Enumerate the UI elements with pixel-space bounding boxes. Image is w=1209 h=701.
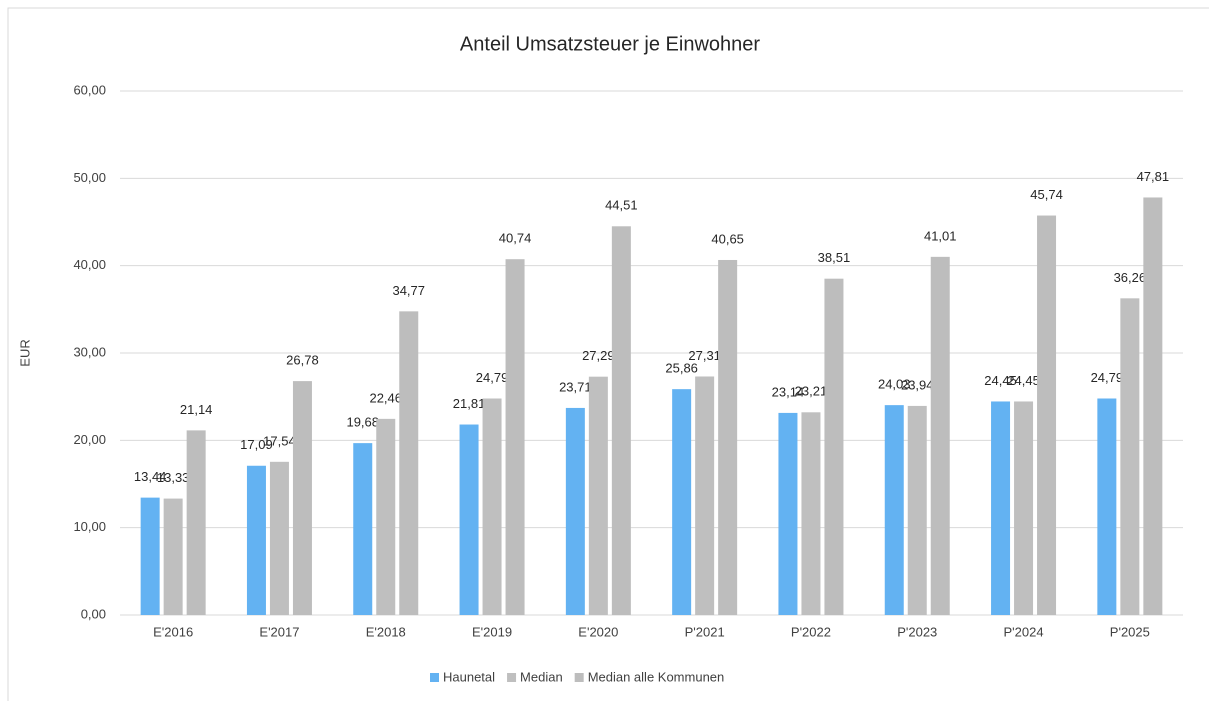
bar (824, 278, 844, 615)
value-label: 24,45 (1007, 373, 1040, 388)
value-label: 24,45 (984, 373, 1017, 388)
bar (695, 376, 715, 615)
bar (1037, 215, 1057, 615)
x-tick-label: E'2019 (472, 624, 512, 639)
value-label: 40,74 (499, 231, 532, 246)
value-label: 23,71 (559, 379, 592, 394)
value-label: 44,51 (605, 198, 638, 213)
x-tick-label: E'2016 (153, 624, 193, 639)
value-label: 21,14 (180, 402, 213, 417)
x-tick-label: P'2022 (791, 624, 831, 639)
value-label: 27,31 (688, 348, 721, 363)
value-label: 24,79 (1091, 370, 1124, 385)
value-label: 27,29 (582, 348, 615, 363)
value-label: 23,94 (901, 377, 934, 392)
y-tick-label: 10,00 (73, 519, 106, 534)
bar (186, 430, 206, 615)
value-label: 25,86 (665, 361, 698, 376)
value-label: 36,26 (1114, 270, 1147, 285)
value-label: 13,44 (134, 469, 167, 484)
legend-label: Median (520, 669, 563, 684)
y-tick-label: 0,00 (81, 606, 106, 621)
legend-label: Median alle Kommunen (588, 669, 725, 684)
bar (801, 412, 821, 615)
bar (163, 498, 183, 615)
x-tick-label: P'2024 (1004, 624, 1044, 639)
value-label: 17,09 (240, 437, 273, 452)
legend-swatch (430, 673, 439, 682)
value-label: 45,74 (1030, 187, 1063, 202)
value-label: 41,01 (924, 228, 957, 243)
value-label: 17,54 (263, 433, 296, 448)
value-label: 26,78 (286, 353, 319, 368)
y-tick-label: 40,00 (73, 257, 106, 272)
bar (778, 412, 798, 615)
bar (269, 461, 289, 615)
value-label: 21,81 (453, 396, 486, 411)
y-tick-label: 60,00 (73, 82, 106, 97)
bar (399, 311, 419, 615)
bar (1014, 401, 1034, 615)
value-label: 22,46 (369, 390, 402, 405)
bar (1143, 197, 1163, 615)
y-tick-label: 50,00 (73, 170, 106, 185)
y-tick-label: 20,00 (73, 432, 106, 447)
value-label: 24,03 (878, 377, 911, 392)
value-label: 24,79 (476, 370, 509, 385)
legend-swatch (574, 673, 584, 682)
bar (140, 497, 160, 615)
bar (353, 443, 373, 615)
x-tick-label: E'2018 (366, 624, 406, 639)
value-label: 47,81 (1137, 169, 1170, 184)
bar (482, 398, 502, 615)
value-label: 13,33 (157, 470, 190, 485)
bar (672, 389, 692, 615)
x-tick-label: P'2021 (685, 624, 725, 639)
bar (1120, 298, 1140, 615)
value-label: 34,77 (392, 283, 425, 298)
value-label: 38,51 (818, 250, 851, 265)
value-label: 23,21 (795, 384, 828, 399)
bar (930, 256, 950, 615)
bar (991, 401, 1011, 615)
legend-label: Haunetal (443, 669, 495, 684)
bar (718, 259, 738, 615)
x-tick-label: P'2025 (1110, 624, 1150, 639)
bar (292, 381, 312, 615)
legend-swatch (507, 673, 517, 682)
x-tick-label: E'2020 (578, 624, 618, 639)
bar (246, 465, 266, 615)
value-label: 19,68 (346, 415, 379, 430)
x-tick-label: P'2023 (897, 624, 937, 639)
bar (565, 407, 585, 615)
chart-frame (7, 7, 1209, 701)
bar (588, 376, 608, 615)
bar (884, 405, 904, 615)
bar (459, 424, 479, 615)
x-tick-label: E'2017 (259, 624, 299, 639)
bar (611, 226, 631, 615)
chart-title: Anteil Umsatzsteuer je Einwohner (460, 33, 760, 55)
value-label: 40,65 (711, 231, 744, 246)
bar (1097, 398, 1117, 615)
y-axis-label: EUR (17, 339, 32, 366)
bar (505, 259, 525, 615)
bar (907, 405, 927, 615)
bar (376, 418, 396, 615)
y-tick-label: 30,00 (73, 344, 106, 359)
value-label: 23,14 (772, 384, 805, 399)
